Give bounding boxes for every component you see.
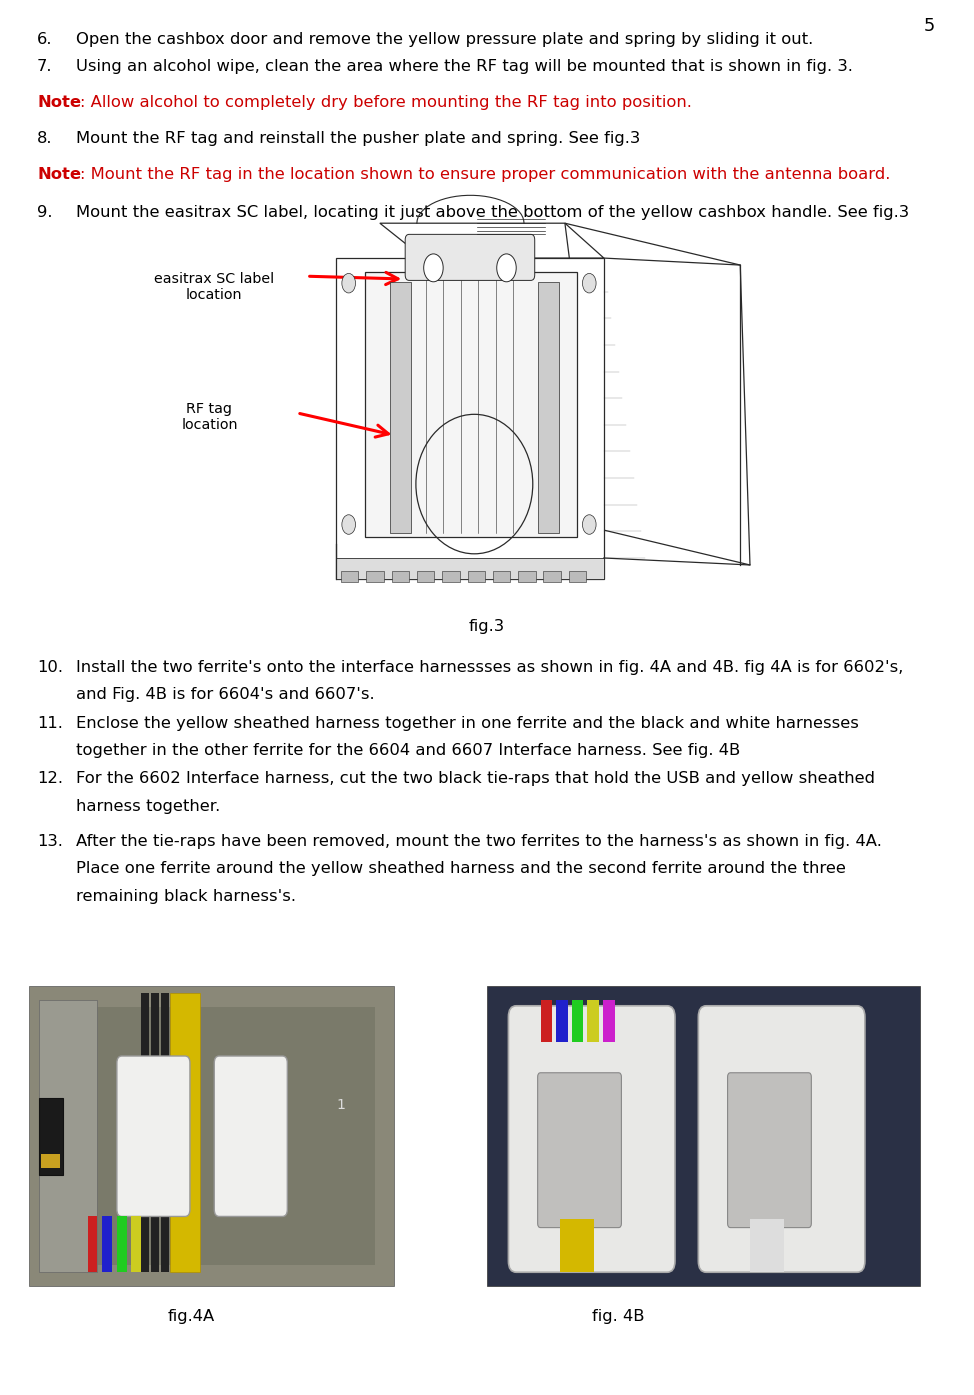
Text: 6.: 6. xyxy=(37,32,53,47)
Circle shape xyxy=(497,254,516,282)
Circle shape xyxy=(342,515,356,534)
Text: After the tie-raps have been removed, mount the two ferrites to the harness's as: After the tie-raps have been removed, mo… xyxy=(76,834,881,850)
FancyBboxPatch shape xyxy=(698,1006,865,1272)
Bar xyxy=(392,571,409,582)
Text: fig.4A: fig.4A xyxy=(168,1309,214,1324)
Text: Install the two ferrite's onto the interface harnessses as shown in fig. 4A and : Install the two ferrite's onto the inter… xyxy=(76,660,903,675)
Bar xyxy=(39,1098,63,1175)
Text: 1: 1 xyxy=(336,1098,346,1112)
Bar xyxy=(151,993,159,1272)
Text: 7.: 7. xyxy=(37,59,53,74)
Bar xyxy=(543,571,561,582)
Circle shape xyxy=(582,515,596,534)
Bar xyxy=(41,1154,60,1168)
Text: harness together.: harness together. xyxy=(76,798,220,813)
Bar xyxy=(390,282,411,533)
FancyBboxPatch shape xyxy=(538,1073,621,1228)
FancyBboxPatch shape xyxy=(214,1056,287,1216)
Text: 12.: 12. xyxy=(37,771,63,787)
Text: 13.: 13. xyxy=(37,834,63,850)
Bar xyxy=(487,986,920,1286)
Text: For the 6602 Interface harness, cut the two black tie-raps that hold the USB and: For the 6602 Interface harness, cut the … xyxy=(76,771,875,787)
FancyBboxPatch shape xyxy=(728,1073,811,1228)
Text: Mount the easitrax SC label, locating it just above the bottom of the yellow cas: Mount the easitrax SC label, locating it… xyxy=(76,205,909,220)
Bar xyxy=(117,1216,127,1272)
Polygon shape xyxy=(336,558,604,579)
Text: easitrax SC label
location: easitrax SC label location xyxy=(154,272,275,303)
Text: 5: 5 xyxy=(923,17,935,35)
Bar xyxy=(170,993,200,1272)
Bar xyxy=(49,1007,375,1265)
Text: : Allow alcohol to completely dry before mounting the RF tag into position.: : Allow alcohol to completely dry before… xyxy=(80,95,692,110)
Text: : Mount the RF tag in the location shown to ensure proper communication with the: : Mount the RF tag in the location shown… xyxy=(80,167,890,183)
Bar xyxy=(417,571,434,582)
Text: together in the other ferrite for the 6604 and 6607 Interface harness. See fig. : together in the other ferrite for the 66… xyxy=(76,744,740,757)
Text: Note: Note xyxy=(37,167,81,183)
Circle shape xyxy=(342,273,356,293)
Bar xyxy=(88,1216,97,1272)
Text: 8.: 8. xyxy=(37,131,53,146)
Bar xyxy=(569,571,586,582)
Bar xyxy=(556,1000,568,1042)
Bar xyxy=(161,993,169,1272)
Bar xyxy=(29,986,394,1286)
Text: 11.: 11. xyxy=(37,716,63,731)
Bar xyxy=(141,993,149,1272)
Bar xyxy=(587,1000,599,1042)
Bar xyxy=(603,1000,615,1042)
Bar xyxy=(750,1219,784,1272)
Text: Open the cashbox door and remove the yellow pressure plate and spring by sliding: Open the cashbox door and remove the yel… xyxy=(76,32,813,47)
Text: Place one ferrite around the yellow sheathed harness and the second ferrite arou: Place one ferrite around the yellow shea… xyxy=(76,861,845,876)
Circle shape xyxy=(424,254,443,282)
Bar xyxy=(131,1216,141,1272)
Bar xyxy=(442,571,460,582)
Text: remaining black harness's.: remaining black harness's. xyxy=(76,889,296,904)
FancyBboxPatch shape xyxy=(508,1006,675,1272)
Text: 10.: 10. xyxy=(37,660,63,675)
Circle shape xyxy=(582,273,596,293)
FancyBboxPatch shape xyxy=(405,234,535,280)
Bar xyxy=(541,1000,552,1042)
Text: 9.: 9. xyxy=(37,205,53,220)
Bar xyxy=(572,1000,583,1042)
Bar xyxy=(560,1219,594,1272)
Text: Note: Note xyxy=(37,95,81,110)
Bar xyxy=(493,571,510,582)
Bar xyxy=(39,1000,97,1272)
Text: Mount the RF tag and reinstall the pusher plate and spring. See fig.3: Mount the RF tag and reinstall the pushe… xyxy=(76,131,640,146)
Bar xyxy=(341,571,358,582)
Text: fig.3: fig.3 xyxy=(468,619,506,635)
Bar xyxy=(538,282,559,533)
Polygon shape xyxy=(336,258,604,579)
Polygon shape xyxy=(365,272,577,537)
Text: Using an alcohol wipe, clean the area where the RF tag will be mounted that is s: Using an alcohol wipe, clean the area wh… xyxy=(76,59,853,74)
FancyBboxPatch shape xyxy=(117,1056,190,1216)
Bar xyxy=(468,571,485,582)
Bar xyxy=(102,1216,112,1272)
Bar xyxy=(518,571,536,582)
Text: Enclose the yellow sheathed harness together in one ferrite and the black and wh: Enclose the yellow sheathed harness toge… xyxy=(76,716,859,731)
Bar xyxy=(366,571,384,582)
Text: fig. 4B: fig. 4B xyxy=(592,1309,645,1324)
Text: RF tag
location: RF tag location xyxy=(181,402,238,432)
Text: and Fig. 4B is for 6604's and 6607's.: and Fig. 4B is for 6604's and 6607's. xyxy=(76,686,375,702)
